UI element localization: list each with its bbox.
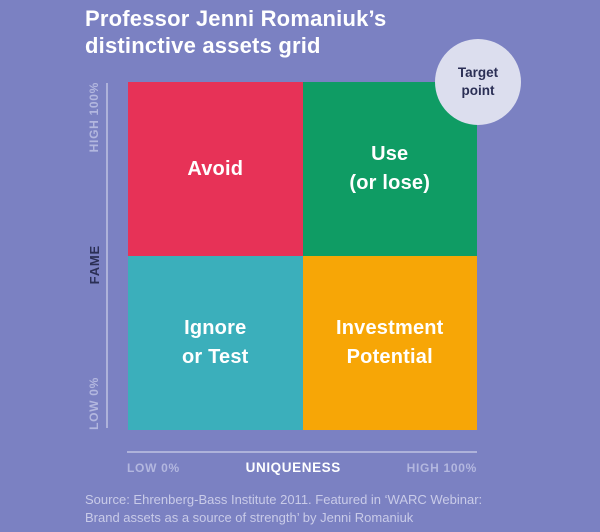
quadrant-use-or-lose-label: Use (or lose) [349,143,431,194]
x-axis-title: UNIQUENESS [245,460,341,475]
target-point-badge: Target point [435,39,521,125]
target-point-label: Target point [457,65,499,98]
x-axis-max-label: HIGH 100% [406,461,477,475]
y-axis-line [106,83,108,428]
y-axis: HIGH 100% FAME LOW 0% [83,82,105,430]
page-title: Professor Jenni Romaniuk’s distinctive a… [85,6,387,58]
quadrant-grid: Avoid Use (or lose) Ignore or Test Inves… [128,82,477,430]
quadrant-avoid-label: Avoid [187,157,244,180]
x-axis-min-label: LOW 0% [127,461,180,475]
x-axis: LOW 0% UNIQUENESS HIGH 100% [127,460,477,475]
quadrant-avoid: Avoid [128,82,303,256]
quadrant-investment-potential-label: Investment Potential [335,317,444,368]
quadrant-ignore-or-test-label: Ignore or Test [181,317,249,368]
y-axis-max-label: HIGH 100% [87,82,101,153]
y-axis-min-label: LOW 0% [87,377,101,430]
x-axis-line [127,451,477,453]
quadrant-investment-potential: Investment Potential [302,256,477,430]
y-axis-title: FAME [86,245,102,285]
quadrant-ignore-or-test: Ignore or Test [128,256,303,430]
source-note: Source: Ehrenberg-Bass Institute 2011. F… [85,492,483,526]
